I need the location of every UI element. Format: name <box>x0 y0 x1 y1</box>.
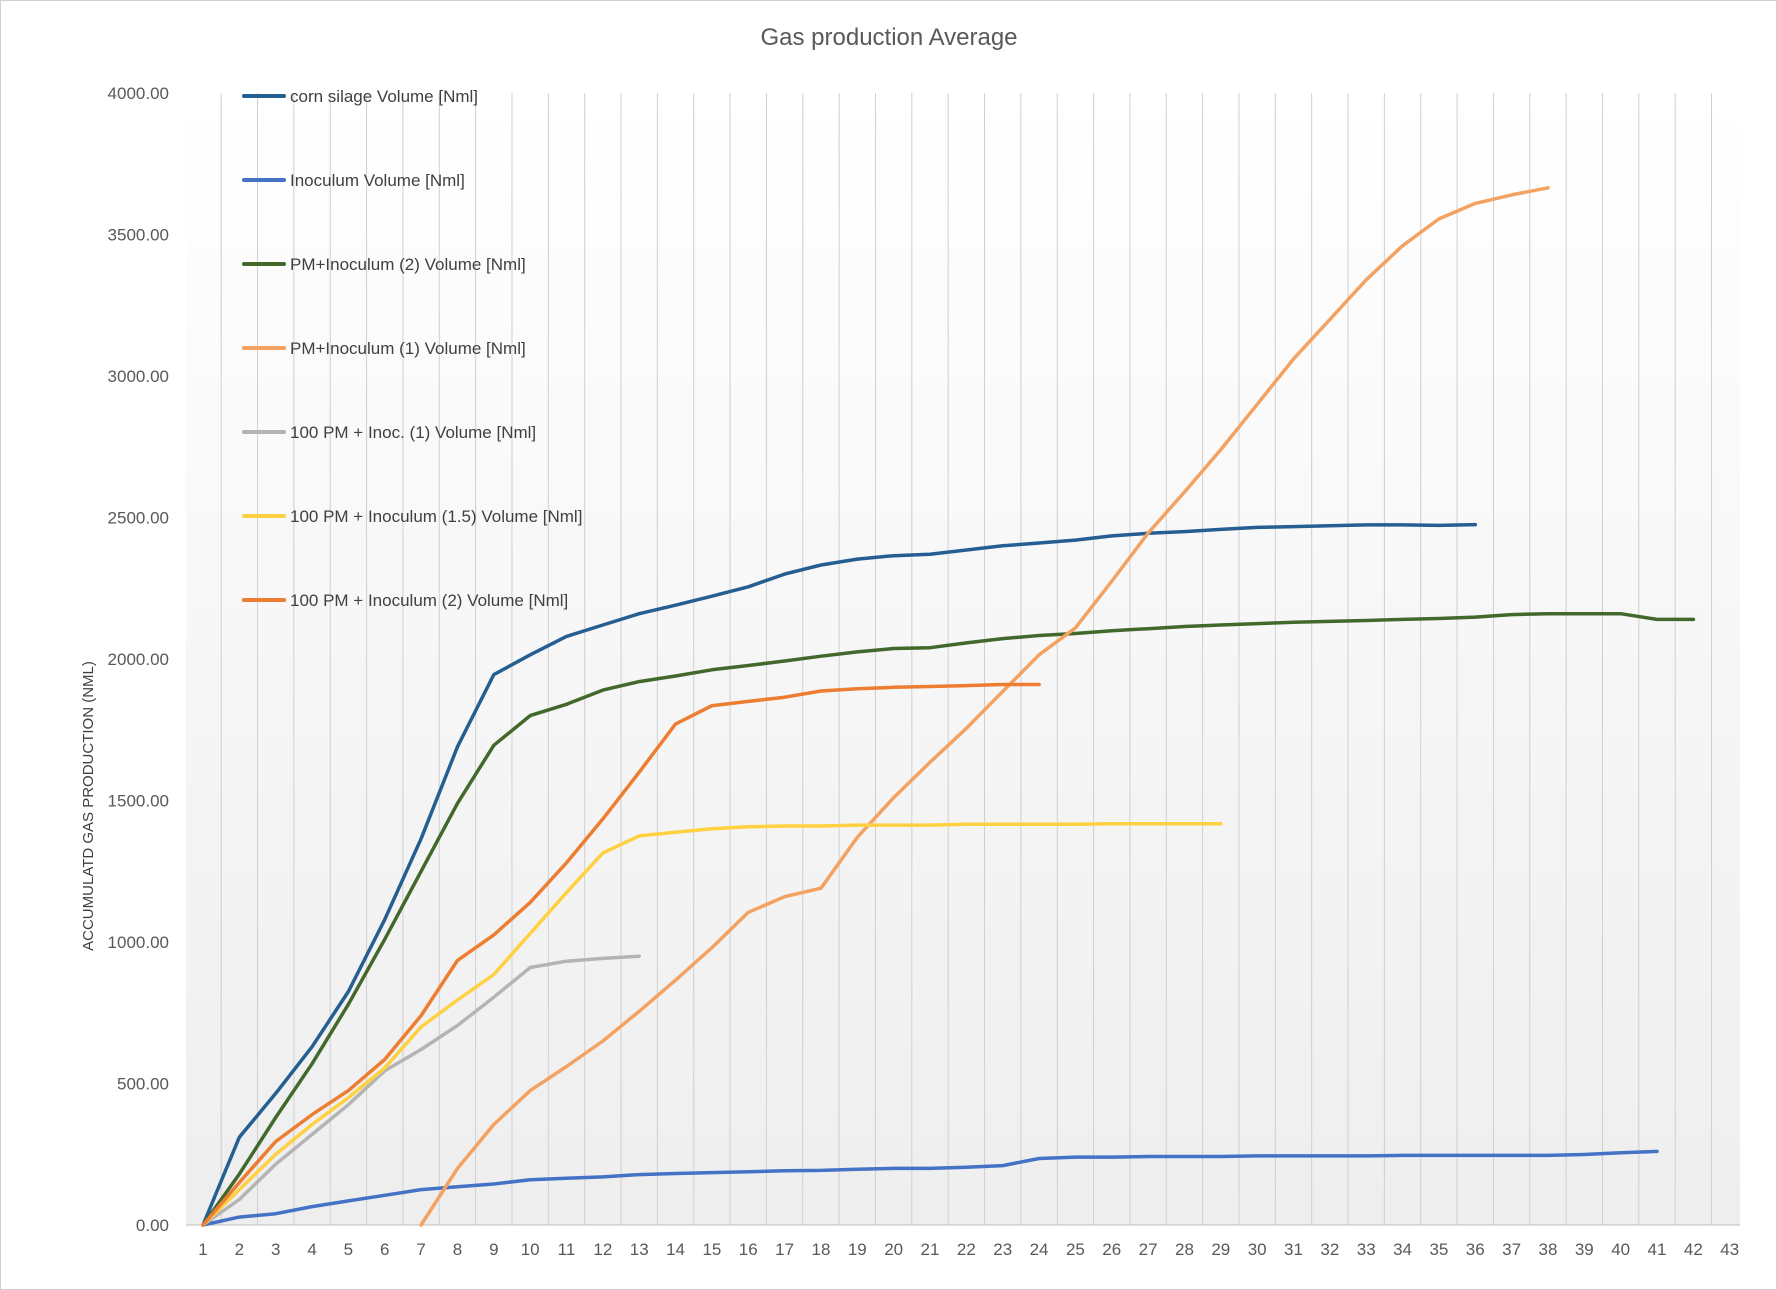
legend-label: 100 PM + Inoculum (2) Volume [Nml] <box>290 591 568 610</box>
y-tick-label: 2500.00 <box>108 509 169 528</box>
legend-label: Inoculum Volume [Nml] <box>290 171 465 190</box>
x-tick-label: 3 <box>271 1240 280 1259</box>
x-tick-label: 24 <box>1030 1240 1049 1259</box>
x-tick-label: 8 <box>453 1240 462 1259</box>
x-tick-label: 39 <box>1575 1240 1594 1259</box>
x-tick-label: 10 <box>521 1240 540 1259</box>
x-tick-label: 16 <box>739 1240 758 1259</box>
x-tick-label: 12 <box>593 1240 612 1259</box>
x-tick-label: 4 <box>307 1240 316 1259</box>
y-tick-label: 3500.00 <box>108 226 169 245</box>
x-tick-label: 35 <box>1429 1240 1448 1259</box>
legend-label: PM+Inoculum (2) Volume [Nml] <box>290 255 526 274</box>
series-lines <box>201 186 1696 1227</box>
legend-label: 100 PM + Inoc. (1) Volume [Nml] <box>290 423 536 442</box>
x-tick-label: 19 <box>848 1240 867 1259</box>
x-tick-label: 27 <box>1139 1240 1158 1259</box>
x-tick-label: 33 <box>1357 1240 1376 1259</box>
x-tick-label: 37 <box>1502 1240 1521 1259</box>
x-tick-label: 29 <box>1211 1240 1230 1259</box>
x-tick-label: 18 <box>811 1240 830 1259</box>
y-tick-label: 1000.00 <box>108 933 169 952</box>
x-tick-label: 32 <box>1320 1240 1339 1259</box>
chart-title: Gas production Average <box>760 24 1017 51</box>
y-tick-label: 0.00 <box>136 1216 169 1235</box>
plot-area <box>186 93 1740 1225</box>
x-tick-label: 7 <box>416 1240 425 1259</box>
series-line-6 <box>201 821 1223 1227</box>
y-tick-label: 500.00 <box>117 1075 169 1094</box>
y-tick-label: 3000.00 <box>108 367 169 386</box>
series-line-7 <box>201 682 1041 1227</box>
x-tick-label: 5 <box>344 1240 353 1259</box>
x-tick-label: 26 <box>1102 1240 1121 1259</box>
y-tick-label: 4000.00 <box>108 84 169 103</box>
x-tick-label: 9 <box>489 1240 498 1259</box>
x-tick-label: 42 <box>1684 1240 1703 1259</box>
x-tick-label: 13 <box>630 1240 649 1259</box>
legend: corn silage Volume [Nml] Inoculum Volume … <box>242 87 582 610</box>
x-tick-label: 6 <box>380 1240 389 1259</box>
x-tick-label: 2 <box>235 1240 244 1259</box>
x-tick-label: 17 <box>775 1240 794 1259</box>
y-tick-label: 2000.00 <box>108 650 169 669</box>
x-tick-label: 25 <box>1066 1240 1085 1259</box>
x-tick-label: 38 <box>1538 1240 1557 1259</box>
gridlines <box>220 93 1713 1225</box>
x-tick-label: 30 <box>1248 1240 1267 1259</box>
x-tick-label: 1 <box>198 1240 207 1259</box>
x-tick-label: 14 <box>666 1240 685 1259</box>
y-axis-title: ACCUMULATD GAS PRODUCTION (NML) <box>80 661 97 951</box>
x-tick-label: 20 <box>884 1240 903 1259</box>
x-axis-ticks: 1 2 3 4 5 6 7 8 9 10 11 12 13 14 15 16 17 18 19 20 21 22 23 24 2… <box>198 1240 1739 1259</box>
series-line-5 <box>201 954 641 1227</box>
x-tick-label: 31 <box>1284 1240 1303 1259</box>
x-tick-label: 36 <box>1466 1240 1485 1259</box>
x-tick-label: 11 <box>558 1240 576 1259</box>
x-tick-label: 23 <box>993 1240 1012 1259</box>
x-tick-label: 21 <box>921 1240 940 1259</box>
series-line-1 <box>201 522 1478 1227</box>
x-tick-label: 41 <box>1648 1240 1667 1259</box>
legend-label: PM+Inoculum (1) Volume [Nml] <box>290 339 526 358</box>
x-tick-label: 28 <box>1175 1240 1194 1259</box>
series-line-4 <box>419 186 1550 1227</box>
x-tick-label: 34 <box>1393 1240 1412 1259</box>
legend-label: 100 PM + Inoculum (1.5) Volume [Nml] <box>290 507 582 526</box>
series-line-3 <box>201 611 1696 1227</box>
y-axis-ticks: 0.00 500.00 1000.00 1500.00 2000.00 2500.00 30… <box>108 84 169 1235</box>
y-tick-label: 1500.00 <box>108 792 169 811</box>
x-tick-label: 22 <box>957 1240 976 1259</box>
x-tick-label: 15 <box>702 1240 721 1259</box>
x-tick-label: 40 <box>1611 1240 1630 1259</box>
x-tick-label: 43 <box>1720 1240 1739 1259</box>
legend-label: corn silage Volume [Nml] <box>290 87 478 106</box>
